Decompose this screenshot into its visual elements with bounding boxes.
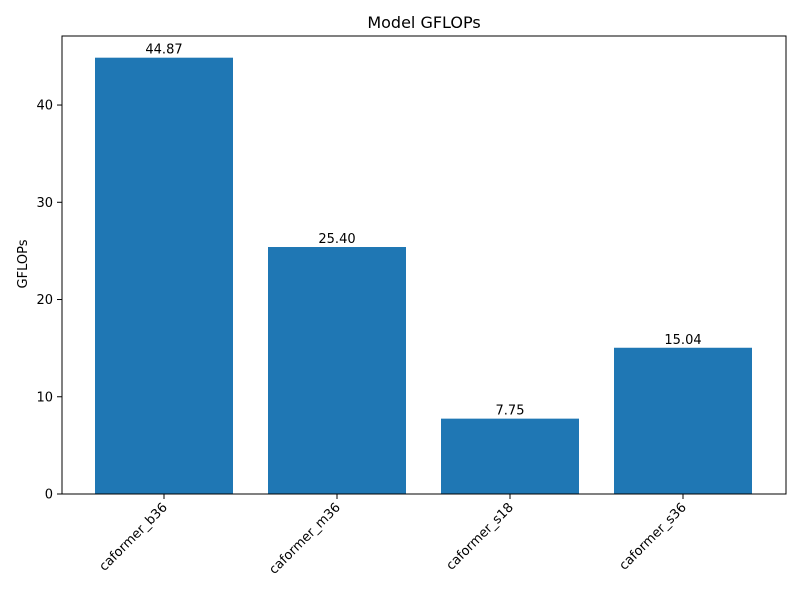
y-tick-label-10: 10 (36, 390, 53, 405)
bar-caformer_s18 (441, 418, 579, 494)
y-tick-label-0: 0 (45, 488, 53, 503)
y-tick-label-20: 20 (36, 293, 53, 308)
y-tick-label-30: 30 (36, 196, 53, 211)
y-axis: 0 10 20 30 40 (36, 99, 62, 503)
chart-title: Model GFLOPs (367, 13, 480, 32)
data-label-caformer_s18: 7.75 (496, 404, 525, 419)
y-axis-label: GFLOPs (16, 239, 31, 288)
x-tick-label-caformer_b36: caformer_b36 (97, 500, 171, 574)
data-label-caformer_m36: 25.40 (318, 232, 355, 247)
x-tick-label-caformer_s36: caformer_s36 (617, 500, 690, 573)
bars-group (95, 57, 752, 494)
x-tick-label-caformer_s18: caformer_s18 (444, 500, 517, 573)
x-tick-label-caformer_m36: caformer_m36 (266, 500, 343, 577)
plot-frame (61, 35, 787, 495)
value-labels-group: 44.87 25.40 7.75 15.04 (145, 43, 701, 419)
bar-caformer_s36 (614, 347, 752, 494)
bar-caformer_b36 (95, 57, 233, 494)
y-tick-label-40: 40 (36, 99, 53, 114)
data-label-caformer_s36: 15.04 (664, 333, 701, 348)
bar-caformer_m36 (268, 247, 406, 494)
x-axis: caformer_b36 caformer_m36 caformer_s18 cafo… (97, 494, 690, 578)
data-label-caformer_b36: 44.87 (145, 43, 182, 58)
